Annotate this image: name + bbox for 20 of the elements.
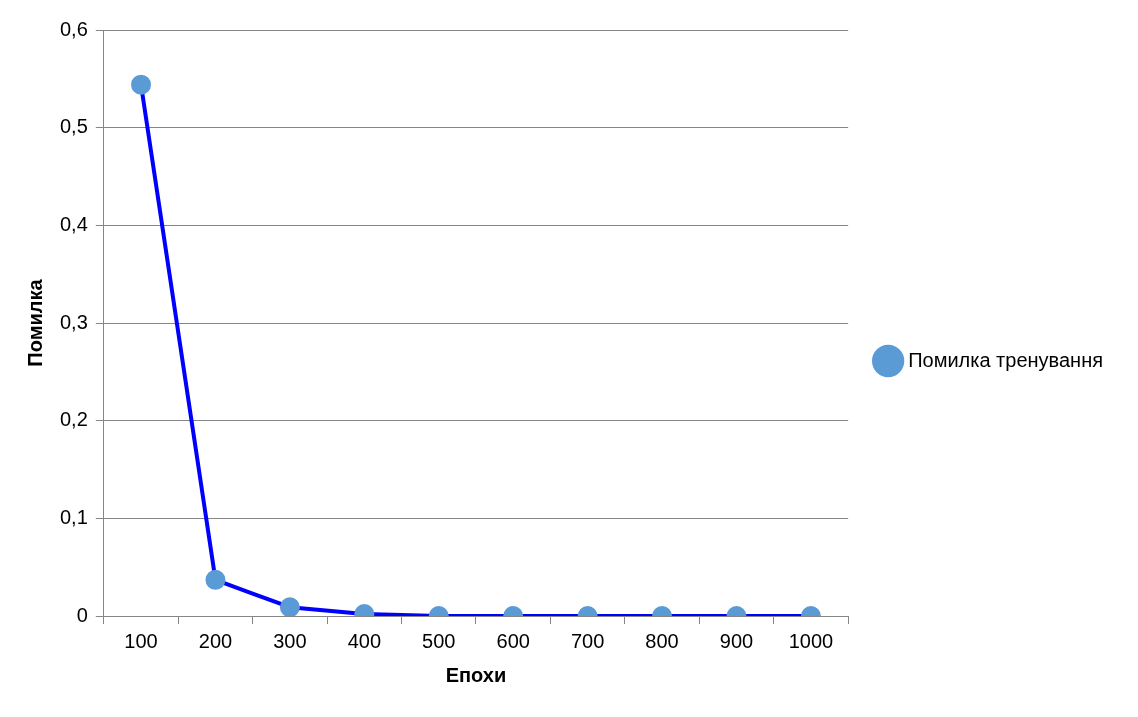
y-tick-label: 0,1: [59, 505, 88, 528]
x-tick-label: 900: [719, 629, 754, 652]
y-tick-label: 0: [76, 603, 88, 626]
legend-label: Помилка тренування: [908, 348, 1104, 371]
y-tick-label: 0,4: [59, 212, 88, 235]
x-tick-label: 200: [198, 629, 233, 652]
x-tick-label: 300: [273, 629, 307, 652]
x-tick-label: 400: [347, 629, 382, 652]
y-tick-label: 0,6: [59, 17, 88, 40]
y-tick-label: 0,3: [59, 310, 88, 333]
y-tick-label: 0,2: [59, 408, 88, 431]
x-tick-label: 800: [645, 629, 679, 652]
x-tick-label: 500: [422, 629, 456, 652]
x-tick-label: 100: [124, 629, 158, 652]
y-axis-title: Помилка: [23, 278, 46, 367]
x-axis-title: Епохи: [445, 663, 507, 686]
x-tick-label: 600: [496, 629, 530, 652]
x-tick-label: 700: [570, 629, 605, 652]
y-tick-label: 0,5: [59, 115, 88, 138]
x-tick-label: 1000: [788, 629, 834, 652]
